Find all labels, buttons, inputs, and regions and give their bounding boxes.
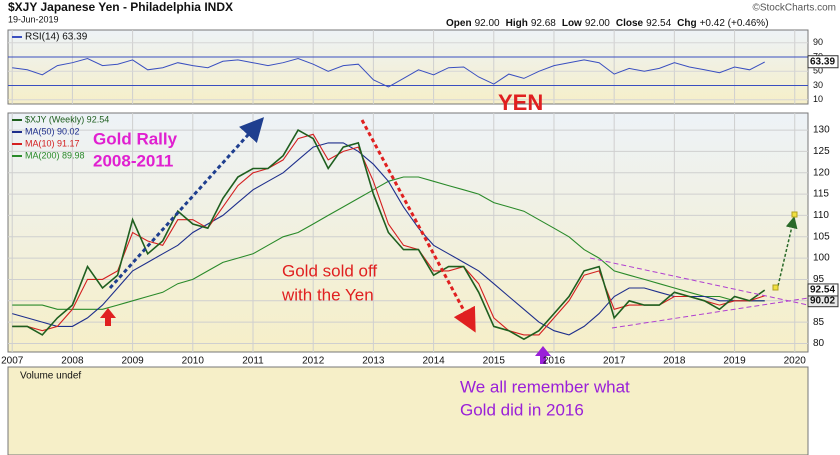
annotation-shapes xyxy=(100,117,809,364)
annotation: 2008-2011 xyxy=(93,151,173,170)
y-tick-label: 95 xyxy=(813,274,825,285)
x-tick-label: 2011 xyxy=(242,356,264,367)
annotation: with the Yen xyxy=(281,285,374,304)
chart-title: $XJY Japanese Yen - Philadelphia INDX xyxy=(8,0,233,14)
y-tick-label: 105 xyxy=(813,231,830,242)
quote-value: +0.42 (+0.46%) xyxy=(700,18,769,29)
series-line xyxy=(12,142,765,336)
x-tick-label: 2019 xyxy=(723,356,746,367)
annotation: YEN xyxy=(498,90,543,115)
y-tick-label: 125 xyxy=(813,146,830,157)
rsi-line xyxy=(12,57,765,88)
y-tick-label: 130 xyxy=(813,125,830,136)
rsi-tick-label: 50 xyxy=(813,66,823,76)
annotation: Gold did in 2016 xyxy=(460,400,584,419)
y-tick-label: 115 xyxy=(813,189,829,200)
x-tick-label: 2007 xyxy=(1,356,24,367)
volume-label: Volume undef xyxy=(20,371,81,382)
quote-label: High xyxy=(506,18,528,29)
trend-line xyxy=(611,297,809,329)
x-tick-label: 2017 xyxy=(603,356,626,367)
date: 19-Jun-2019 xyxy=(8,14,59,24)
x-tick-label: 2018 xyxy=(663,356,686,367)
x-tick-label: 2009 xyxy=(121,356,144,367)
rsi-tick-label: 90 xyxy=(813,37,823,47)
quote-label: Close xyxy=(616,18,644,29)
x-tick-label: 2016 xyxy=(543,356,566,367)
legend-label: MA(10) 91.17 xyxy=(25,138,80,148)
last-value-label: 92.54 xyxy=(810,285,835,296)
y-tick-label: 80 xyxy=(813,338,825,349)
quote: Open 92.00 High 92.68 Low 92.00 Close 92.54 Chg +… xyxy=(446,18,769,29)
x-tick-label: 2010 xyxy=(182,356,205,367)
up-arrow xyxy=(100,308,116,326)
x-tick-label: 2020 xyxy=(784,356,807,367)
source: ©StockCharts.com xyxy=(752,3,836,14)
volume-panel xyxy=(7,366,809,455)
x-tick-label: 2014 xyxy=(422,356,445,367)
quote-value: 92.54 xyxy=(646,18,671,29)
legend-label: $XJY (Weekly) 92.54 xyxy=(25,114,109,124)
quote-label: Low xyxy=(562,18,582,29)
quote-value: 92.00 xyxy=(475,18,500,29)
rally-arrow xyxy=(108,117,265,290)
x-tick-label: 2013 xyxy=(362,356,385,367)
x-tick-label: 2012 xyxy=(302,356,325,367)
y-tick-label: 100 xyxy=(813,253,830,264)
projection-arrow xyxy=(777,216,798,287)
legend-label: MA(200) 89.98 xyxy=(25,150,85,160)
series-line xyxy=(12,129,766,341)
y-tick-label: 85 xyxy=(813,317,825,328)
marker xyxy=(772,284,779,291)
quote-label: Open xyxy=(446,18,472,29)
trend-line xyxy=(589,257,809,306)
legend-label: RSI(14) 63.39 xyxy=(25,32,88,43)
series-line xyxy=(12,133,765,336)
up-arrow xyxy=(535,346,551,364)
x-tick-label: 2015 xyxy=(483,356,506,367)
last-value-label: 63.39 xyxy=(810,56,835,67)
selloff-arrow xyxy=(360,119,476,333)
annotation: Gold Rally xyxy=(93,129,178,148)
marker xyxy=(791,211,798,218)
quote-label: Chg xyxy=(677,18,696,29)
last-value-box xyxy=(807,55,839,69)
y-tick-label: 120 xyxy=(813,167,830,178)
last-value-label: 90.02 xyxy=(810,295,835,306)
x-tick-label: 2008 xyxy=(61,356,84,367)
quote-value: 92.00 xyxy=(585,18,610,29)
annotation: Gold sold off xyxy=(282,261,377,280)
annotation: We all remember what xyxy=(460,377,630,396)
quote-value: 92.68 xyxy=(531,18,556,29)
last-value-box xyxy=(807,283,839,297)
y-tick-label: 110 xyxy=(813,210,829,221)
legend-label: MA(50) 90.02 xyxy=(25,126,80,136)
rsi-tick-label: 30 xyxy=(813,80,823,90)
rsi-tick-label: 10 xyxy=(813,94,823,104)
